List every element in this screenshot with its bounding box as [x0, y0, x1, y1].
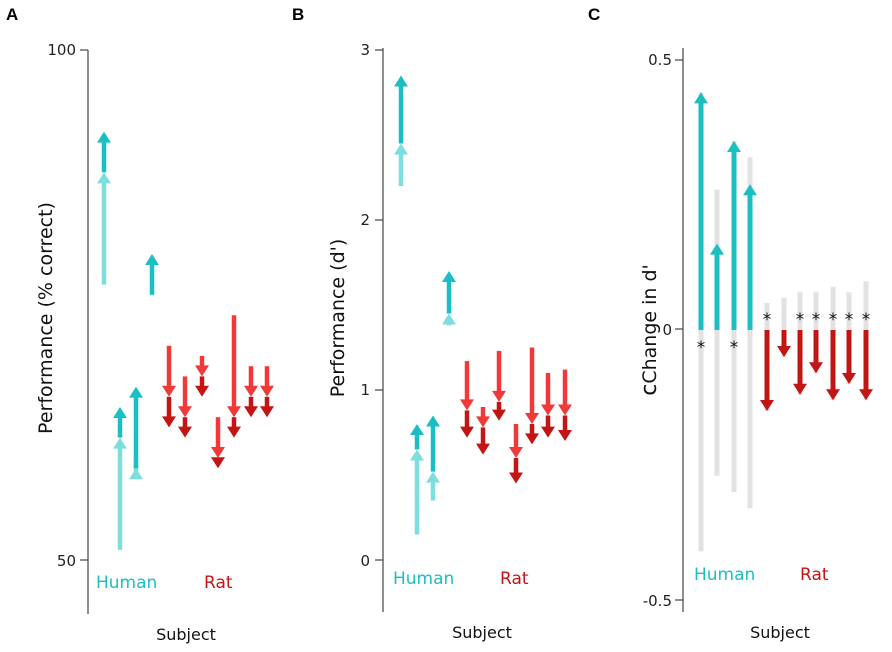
- change-8-significance-star: *: [812, 310, 821, 330]
- arrow-5-stage2-head: [162, 416, 176, 428]
- change-3-significance-star: *: [730, 338, 739, 358]
- arrow-1-stage2-head: [394, 75, 408, 87]
- panel-a: A 100 50 Performance (% correct) Subject…: [6, 5, 274, 644]
- panel-b-tick-label-3: 3: [360, 41, 370, 59]
- arrow-9-stage2-head: [227, 426, 241, 438]
- panel-b-tick-label-1: 1: [360, 381, 370, 399]
- arrow-2-stage1-head: [113, 437, 127, 449]
- arrow-3-stage2-head: [426, 415, 440, 427]
- change-11-head: [859, 389, 873, 401]
- arrow-3-stage2-head: [129, 386, 143, 398]
- arrow-4-stage1-head: [442, 313, 456, 325]
- arrow-4-stage2-head: [145, 254, 159, 265]
- panel-a-y-label: Performance (% correct): [35, 202, 57, 434]
- panel-b-x-label: Subject: [452, 623, 512, 642]
- change-4-head: [743, 184, 757, 196]
- arrow-7-stage2-head: [195, 385, 209, 397]
- arrow-11-stage1-head: [260, 385, 274, 397]
- arrow-1-stage1-head: [97, 172, 111, 184]
- panel-c-y-label-prefix: c: [637, 384, 662, 396]
- arrow-6-stage2-head: [476, 443, 490, 455]
- arrow-3-stage1-head: [129, 468, 143, 480]
- change-5-head: [760, 400, 774, 411]
- panel-b-letter: B: [292, 5, 304, 24]
- change-1-head: [694, 92, 708, 104]
- arrow-8-stage2-head: [509, 472, 523, 484]
- panel-c-letter: C: [588, 5, 600, 24]
- arrow-1-stage1-head: [394, 143, 408, 155]
- change-6-head: [777, 346, 791, 357]
- arrow-10-stage1-head: [541, 404, 555, 416]
- arrow-5-stage2-head: [460, 426, 474, 438]
- panel-a-arrows: [97, 131, 274, 550]
- arrow-9-stage2-head: [525, 433, 539, 445]
- change-5-significance-star: *: [763, 310, 772, 330]
- change-7-significance-star: *: [796, 310, 805, 330]
- arrow-4-stage2-head: [442, 271, 456, 282]
- change-9-significance-star: *: [829, 310, 838, 330]
- panel-a-tick-label-50: 50: [57, 552, 76, 570]
- arrow-8-stage1-head: [211, 447, 225, 458]
- change-11-significance-star: *: [862, 310, 871, 330]
- panel-b-human-label: Human: [393, 569, 454, 589]
- change-3-head: [727, 141, 741, 152]
- panel-b-tick-label-2: 2: [360, 211, 370, 229]
- panel-c-tick-label-0: 0: [662, 321, 672, 339]
- arrow-11-stage2-head: [558, 430, 572, 441]
- panel-b: B 3 2 1 0 Performance (d') Subject Human…: [292, 5, 572, 642]
- change-2-head: [710, 243, 724, 255]
- panel-c-human-label: Human: [694, 565, 755, 585]
- arrow-11-stage2-head: [260, 406, 274, 418]
- change-9-head: [826, 389, 840, 401]
- panel-a-human-label: Human: [96, 573, 157, 593]
- change-1-significance-star: *: [697, 338, 706, 358]
- arrow-8-stage2-head: [211, 457, 225, 469]
- panel-a-x-label: Subject: [156, 625, 216, 644]
- panel-c-y-label: cChange in d': [637, 264, 662, 396]
- panel-c-x-label: Subject: [750, 623, 810, 642]
- arrow-8-stage1-head: [509, 447, 523, 458]
- arrow-7-stage1-head: [195, 365, 209, 377]
- arrow-10-stage1-head: [244, 385, 258, 397]
- panel-c-y-label-text: Change in d': [639, 264, 661, 383]
- panel-c-tick-label-0-5: 0.5: [648, 51, 672, 69]
- arrow-3-stage1-head: [426, 471, 440, 483]
- panel-b-y-label: Performance (d'): [327, 239, 349, 398]
- arrow-6-stage1-head: [476, 416, 490, 428]
- panel-a-rat-label: Rat: [204, 573, 233, 593]
- arrow-11-stage1-head: [558, 404, 572, 416]
- arrow-6-stage1-head: [178, 406, 192, 418]
- arrow-2-stage2-head: [113, 407, 127, 418]
- change-10-head: [842, 373, 856, 384]
- panel-a-letter: A: [6, 5, 18, 24]
- change-10-significance-star: *: [845, 310, 854, 330]
- panel-a-tick-label-100: 100: [47, 41, 76, 59]
- arrow-10-stage2-head: [244, 406, 258, 418]
- arrow-10-stage2-head: [541, 426, 555, 438]
- arrow-5-stage1-head: [162, 385, 176, 397]
- arrow-2-stage2-head: [410, 424, 424, 435]
- panel-b-tick-label-0: 0: [360, 552, 370, 570]
- arrow-2-stage1-head: [410, 449, 424, 461]
- change-7-head: [793, 383, 807, 395]
- arrow-1-stage2-head: [97, 131, 111, 143]
- panel-c-arrows: * * * * * * * *: [694, 92, 873, 552]
- panel-b-arrows: [394, 75, 572, 535]
- arrow-9-stage1-head: [525, 413, 539, 424]
- panel-c-rat-label: Rat: [800, 565, 829, 585]
- change-8-head: [809, 362, 823, 374]
- arrow-7-stage1-head: [492, 390, 506, 402]
- panel-c: C 0.5 0 -0.5 cChange in d' Subject Human…: [588, 5, 873, 642]
- panel-c-tick-label-minus-0-5: -0.5: [643, 592, 672, 610]
- arrow-6-stage2-head: [178, 426, 192, 438]
- arrow-9-stage1-head: [227, 406, 241, 418]
- arrow-7-stage2-head: [492, 409, 506, 421]
- arrow-5-stage1-head: [460, 399, 474, 411]
- panel-b-rat-label: Rat: [500, 569, 529, 589]
